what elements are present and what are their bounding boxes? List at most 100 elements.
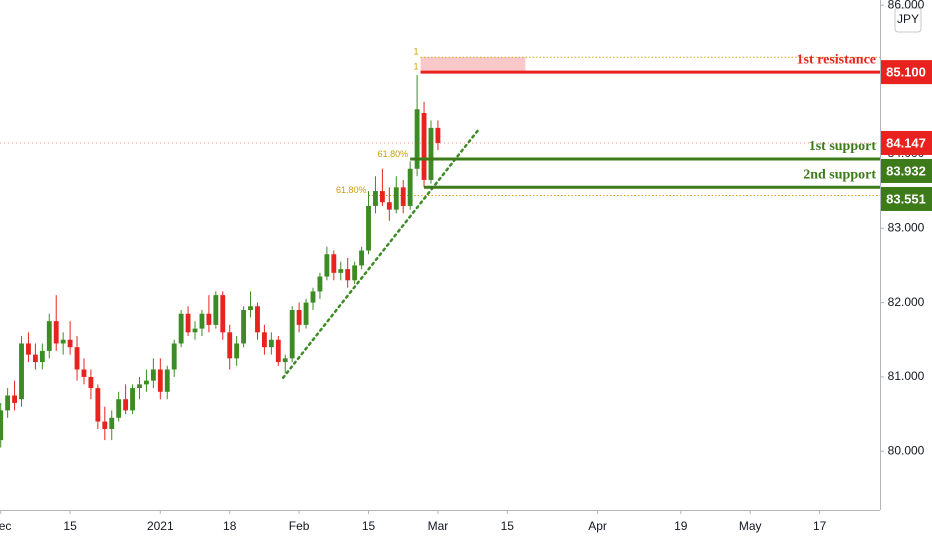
fib-label: 1	[414, 47, 419, 57]
candle-body	[331, 254, 337, 273]
x-tick-label: 17	[813, 519, 827, 533]
candle-body	[157, 369, 163, 392]
candle-body	[19, 343, 24, 400]
candle-body	[428, 127, 434, 180]
resistance-zone	[420, 57, 526, 73]
candle-body	[12, 395, 18, 403]
candle-body	[289, 310, 295, 359]
candle-body	[74, 347, 80, 370]
candle-body	[5, 395, 11, 411]
candle-body	[88, 376, 94, 389]
candle-body	[317, 276, 323, 292]
x-tick-label: 15	[501, 519, 515, 533]
price-badge	[881, 60, 932, 85]
price-badge-label: 85.100	[886, 65, 926, 80]
candle-body	[144, 380, 149, 385]
candle-body	[386, 202, 392, 210]
candle-body	[199, 313, 205, 329]
candle-body	[345, 269, 351, 281]
candle-body	[268, 339, 274, 348]
fib-label: 61.80%	[378, 149, 409, 159]
price-badge	[881, 130, 932, 155]
x-tick-label: Mar	[428, 519, 449, 533]
candle-body	[192, 328, 198, 333]
candle-body	[102, 421, 108, 429]
x-tick-label: Apr	[588, 519, 607, 533]
candle-body	[60, 339, 66, 344]
price-badge-label: 84.147	[886, 135, 926, 150]
currency-box[interactable]	[894, 7, 922, 33]
candle-body	[282, 358, 288, 363]
candle-body	[116, 399, 122, 418]
x-tick-label: 19	[674, 519, 688, 533]
currency-label: JPY	[897, 12, 919, 26]
candle-body	[123, 399, 129, 411]
candle-body	[407, 168, 413, 206]
candle-body	[185, 313, 191, 333]
x-tick-label: 2021	[147, 519, 174, 533]
candle-body	[206, 313, 212, 325]
candle-body	[171, 343, 177, 370]
candle-body	[46, 321, 52, 351]
candle-body	[109, 417, 115, 429]
candle-body	[366, 205, 371, 251]
candle-body	[32, 354, 38, 363]
candle-body	[359, 250, 365, 266]
candle-body	[414, 109, 420, 169]
y-tick-label: 80.000	[888, 443, 925, 457]
x-tick-label: Dec	[0, 519, 11, 533]
x-tick-label: 18	[223, 519, 237, 533]
candle-body	[150, 369, 156, 381]
level-label: 2nd support	[803, 167, 876, 182]
candle-body	[352, 265, 358, 281]
price-badge-label: 83.551	[886, 191, 926, 206]
candle-body	[234, 343, 240, 359]
candle-body	[81, 369, 87, 377]
candle-body	[275, 339, 281, 363]
level-label: 1st resistance	[797, 52, 876, 67]
y-tick-label: 82.000	[888, 295, 925, 309]
x-tick-label: May	[739, 519, 762, 533]
fib-label: 1	[414, 61, 419, 71]
candle-body	[303, 302, 309, 325]
candle-body	[213, 295, 219, 325]
fib-label: 61.80%	[336, 185, 367, 195]
price-badge	[881, 158, 932, 183]
price-badge-label: 83.932	[886, 163, 926, 178]
candle-body	[0, 410, 4, 441]
candle-body	[261, 332, 267, 348]
candle-body	[373, 191, 378, 206]
y-tick-label: 83.000	[888, 220, 925, 234]
level-label: 1st support	[809, 139, 877, 154]
x-tick-label: 15	[362, 519, 376, 533]
candle-body	[324, 254, 330, 277]
candle-body	[178, 313, 184, 344]
candle-body	[95, 388, 101, 422]
candle-body	[338, 269, 344, 273]
candle-body	[130, 388, 135, 411]
candle-body	[248, 306, 253, 311]
candle-body	[296, 310, 302, 325]
candle-body	[227, 332, 233, 359]
candle-body	[400, 187, 406, 206]
candle-body	[53, 321, 59, 344]
candle-body	[241, 310, 247, 344]
candle-body	[379, 191, 385, 203]
candle-body	[310, 291, 316, 303]
candle-body	[255, 306, 260, 333]
x-tick-label: 15	[63, 519, 77, 533]
y-tick-label: 86.000	[888, 0, 925, 11]
candle-body	[421, 113, 427, 180]
price-badge	[881, 186, 932, 211]
candle-body	[164, 369, 170, 392]
candle-body	[39, 350, 45, 363]
candle-body	[220, 295, 226, 333]
x-tick-label: Feb	[289, 519, 310, 533]
candle-body	[67, 339, 73, 348]
trendline	[281, 128, 480, 379]
candle-body	[435, 127, 441, 143]
candle-body	[393, 187, 399, 210]
candle-body	[137, 384, 142, 389]
